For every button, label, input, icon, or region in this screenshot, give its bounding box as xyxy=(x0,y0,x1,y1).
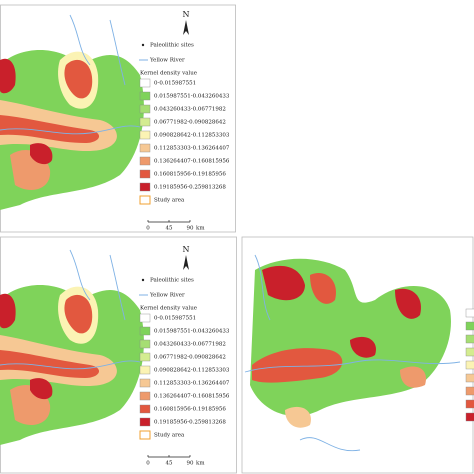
legend-label: 0.015987551-0.043260433 xyxy=(154,94,230,100)
legend-swatch xyxy=(139,404,151,414)
legend-label: 0.19185956-0.259813268 xyxy=(154,420,226,426)
legend-label: 0.136264407-0.160815956 xyxy=(154,394,230,400)
legend-label: 0.043260433-0.06771982 xyxy=(154,107,226,113)
legend-label: 0.06771982-0.090828642 xyxy=(154,355,226,361)
legend-swatch xyxy=(139,117,151,127)
legend-label: 0.160815956-0.19185956 xyxy=(154,172,226,178)
legend-swatch xyxy=(139,195,151,205)
legend-swatch xyxy=(139,326,151,336)
legend-swatch xyxy=(465,360,474,370)
legend-swatch xyxy=(139,156,151,166)
legend-swatch xyxy=(139,365,151,375)
legend-swatch xyxy=(139,430,151,440)
legend-swatch xyxy=(139,378,151,388)
legend-swatch xyxy=(465,386,474,396)
legend-swatch xyxy=(465,399,474,409)
legend-swatch xyxy=(139,182,151,192)
legend-label: 0.112853303-0.136264407 xyxy=(154,381,230,387)
legend-swatch xyxy=(139,417,151,427)
legend-swatch xyxy=(465,412,474,422)
legend-label: Paleolithic sites xyxy=(150,43,194,49)
legend-label: 0.090828642-0.112853303 xyxy=(154,133,230,139)
site-symbol xyxy=(141,43,145,47)
legend-swatch xyxy=(139,313,151,323)
legend-label: Yellow River xyxy=(149,293,185,299)
legend-label: Study area xyxy=(154,433,185,439)
north-arrow xyxy=(183,255,189,270)
scale-label: 90 xyxy=(187,461,194,467)
legend-swatch xyxy=(139,130,151,140)
legend-label: 0-0.015987551 xyxy=(154,316,196,322)
scale-label: 0 xyxy=(146,226,150,232)
legend-swatch xyxy=(465,347,474,357)
legend-swatch xyxy=(139,78,151,88)
scale-unit: km xyxy=(196,461,205,467)
scale-label: 90 xyxy=(187,226,194,232)
legend-panel: N Paleolithic sites Yellow River Kernel den… xyxy=(139,245,230,467)
legend-swatch xyxy=(465,334,474,344)
north-arrow xyxy=(183,20,189,35)
legend-label: 0.160815956-0.19185956 xyxy=(154,407,226,413)
site-symbol xyxy=(141,278,145,282)
legend-swatch xyxy=(139,143,151,153)
legend-label: 0.015987551-0.043260433 xyxy=(154,329,230,335)
legend-swatch xyxy=(465,373,474,383)
legend-label: Study area xyxy=(154,198,185,204)
legend-label: 0.112853303-0.136264407 xyxy=(154,146,230,152)
legend-swatch xyxy=(139,339,151,349)
legend-title: Kernel density value xyxy=(140,306,197,312)
scale-label: 45 xyxy=(166,461,173,467)
legend-swatch xyxy=(139,169,151,179)
legend-panel: N Paleolithic sites Yellow River Kernel den… xyxy=(139,10,230,232)
legend-label: 0.043260433-0.06771982 xyxy=(154,342,226,348)
legend-swatch xyxy=(139,91,151,101)
legend-swatch xyxy=(465,321,474,331)
legend-swatch xyxy=(139,104,151,114)
legend-title: Kernel density value xyxy=(140,71,197,77)
legend-label: 0.19185956-0.259813268 xyxy=(154,185,226,191)
north-label: N xyxy=(183,10,190,19)
legend-swatch xyxy=(465,308,474,318)
legend-label: 0.136264407-0.160815956 xyxy=(154,159,230,165)
legend-label: 0-0.015987551 xyxy=(154,81,196,87)
legend-swatches xyxy=(465,308,474,422)
scale-label: 0 xyxy=(146,461,150,467)
scale-label: 45 xyxy=(166,226,173,232)
legend-label: 0.06771982-0.090828642 xyxy=(154,120,226,126)
north-label: N xyxy=(183,245,190,254)
scale-unit: km xyxy=(196,226,205,232)
density-map xyxy=(244,254,461,452)
legend-swatch xyxy=(139,391,151,401)
legend-swatch xyxy=(139,352,151,362)
legend-label: Paleolithic sites xyxy=(150,278,194,284)
legend-label: Yellow River xyxy=(149,58,185,64)
legend-label: 0.090828642-0.112853303 xyxy=(154,368,230,374)
